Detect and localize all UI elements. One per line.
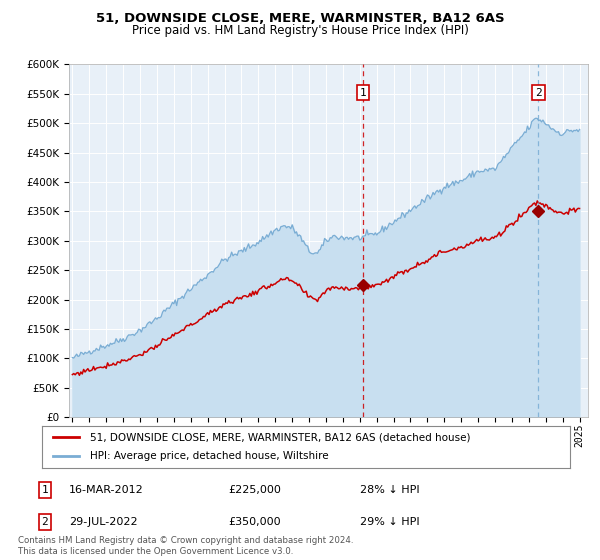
- Text: Price paid vs. HM Land Registry's House Price Index (HPI): Price paid vs. HM Land Registry's House …: [131, 24, 469, 36]
- Text: £225,000: £225,000: [228, 485, 281, 495]
- Text: 1: 1: [41, 485, 49, 495]
- Text: 2: 2: [41, 517, 49, 527]
- Text: Contains HM Land Registry data © Crown copyright and database right 2024.
This d: Contains HM Land Registry data © Crown c…: [18, 536, 353, 556]
- Text: 51, DOWNSIDE CLOSE, MERE, WARMINSTER, BA12 6AS: 51, DOWNSIDE CLOSE, MERE, WARMINSTER, BA…: [95, 12, 505, 25]
- Text: 16-MAR-2012: 16-MAR-2012: [69, 485, 144, 495]
- Text: 29% ↓ HPI: 29% ↓ HPI: [360, 517, 419, 527]
- Text: £350,000: £350,000: [228, 517, 281, 527]
- Text: 1: 1: [360, 87, 367, 97]
- Text: 51, DOWNSIDE CLOSE, MERE, WARMINSTER, BA12 6AS (detached house): 51, DOWNSIDE CLOSE, MERE, WARMINSTER, BA…: [89, 432, 470, 442]
- Text: 29-JUL-2022: 29-JUL-2022: [69, 517, 137, 527]
- Text: HPI: Average price, detached house, Wiltshire: HPI: Average price, detached house, Wilt…: [89, 451, 328, 461]
- Text: 2: 2: [535, 87, 542, 97]
- Text: 28% ↓ HPI: 28% ↓ HPI: [360, 485, 419, 495]
